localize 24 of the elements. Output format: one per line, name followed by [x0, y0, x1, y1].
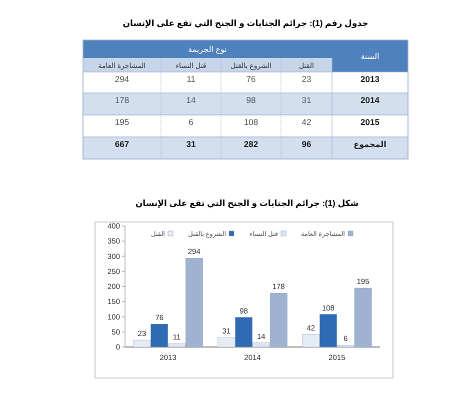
text: 31 — [302, 95, 312, 105]
text: 294 — [114, 74, 130, 84]
text: 76 — [246, 74, 256, 84]
text: السنة — [360, 52, 380, 61]
text: المجموع — [354, 140, 387, 149]
text: 31 — [186, 139, 196, 149]
text: 282 — [244, 139, 258, 149]
text: جدول رقم (1): جرائم الجنايات و الجنح التي تقع على الإنسان — [122, 18, 368, 29]
text: 11 — [186, 74, 196, 84]
text: 23 — [302, 74, 312, 84]
text: 6 — [188, 117, 194, 127]
chart-title: شكل (1): جرائم الجنايات و الجنح التي تقع على الإنسان — [135, 198, 359, 209]
text: 2014 — [360, 95, 380, 105]
text: 96 — [302, 139, 312, 149]
text: نوع الجريمة — [188, 45, 227, 54]
text: 108 — [244, 117, 258, 127]
text: 195 — [114, 117, 130, 127]
text: 178 — [114, 95, 130, 105]
text: 98 — [246, 95, 256, 105]
text: 42 — [302, 117, 312, 127]
text: 667 — [114, 139, 130, 149]
text: 2015 — [360, 117, 380, 127]
text: 2013 — [360, 74, 380, 84]
text: 14 — [186, 95, 196, 105]
